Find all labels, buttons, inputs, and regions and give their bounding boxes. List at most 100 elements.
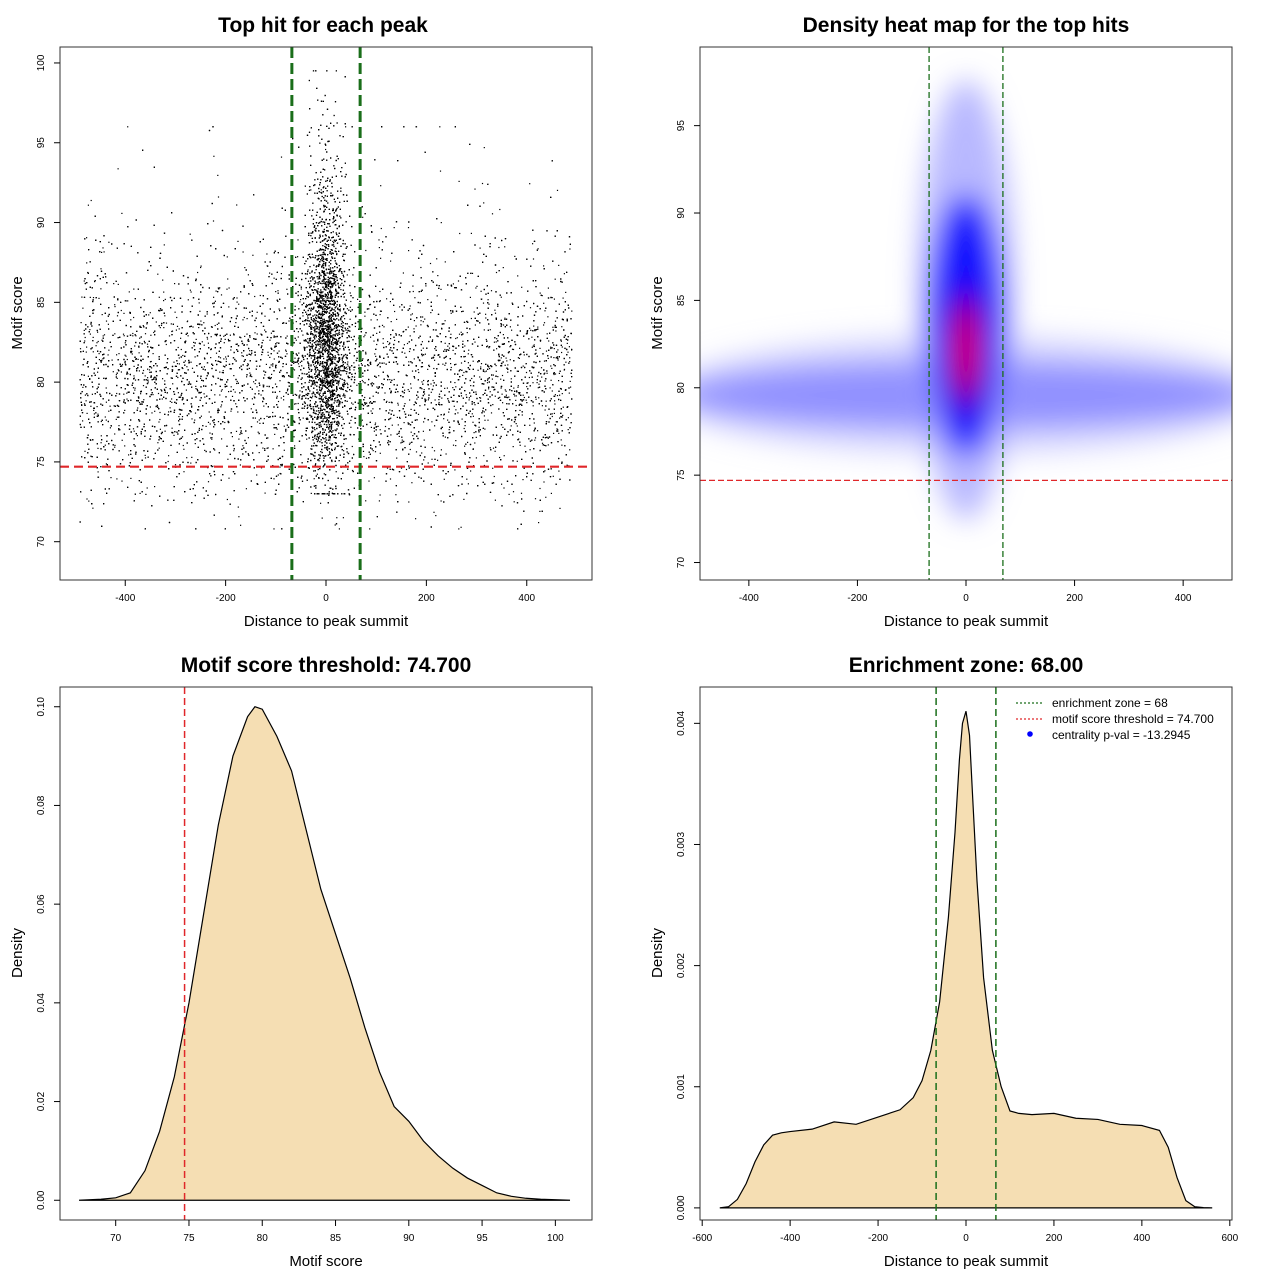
scatter-point bbox=[182, 367, 184, 370]
scatter-point bbox=[285, 349, 287, 351]
scatter-point bbox=[566, 342, 568, 344]
scatter-point bbox=[84, 394, 86, 396]
scatter-point bbox=[115, 418, 117, 420]
scatter-point bbox=[83, 403, 86, 405]
scatter-point bbox=[403, 411, 406, 413]
scatter-point bbox=[452, 444, 455, 446]
scatter-point bbox=[562, 297, 564, 299]
scatter-point bbox=[546, 333, 548, 335]
scatter-point bbox=[363, 456, 365, 458]
scatter-point bbox=[158, 296, 160, 298]
scatter-point bbox=[333, 349, 335, 351]
scatter-point bbox=[172, 383, 174, 385]
scatter-point bbox=[133, 375, 135, 377]
scatter-point bbox=[124, 300, 126, 302]
scatter-point bbox=[276, 395, 278, 397]
scatter-point bbox=[283, 399, 285, 401]
scatter-point bbox=[195, 385, 197, 387]
scatter-point bbox=[482, 302, 485, 304]
scatter-point bbox=[98, 353, 100, 355]
scatter-point bbox=[494, 312, 497, 314]
scatter-point bbox=[201, 341, 203, 343]
scatter-point bbox=[528, 376, 530, 379]
scatter-point bbox=[103, 334, 106, 336]
scatter-point bbox=[338, 528, 340, 530]
scatter-point bbox=[253, 396, 255, 398]
scatter-point bbox=[423, 393, 426, 395]
scatter-point bbox=[173, 361, 175, 363]
scatter-point bbox=[117, 369, 119, 371]
scatter-point bbox=[370, 319, 372, 321]
scatter-point bbox=[228, 287, 230, 289]
scatter-point bbox=[447, 400, 450, 402]
scatter-point bbox=[473, 432, 475, 434]
scatter-point bbox=[102, 335, 104, 337]
scatter-point bbox=[371, 382, 373, 384]
scatter-point bbox=[443, 478, 445, 480]
scatter-point bbox=[530, 329, 532, 331]
scatter-point bbox=[124, 445, 126, 447]
scatter-point bbox=[424, 318, 426, 320]
scatter-point bbox=[83, 329, 85, 331]
scatter-point bbox=[178, 357, 180, 359]
scatter-point bbox=[237, 506, 239, 508]
scatter-point bbox=[545, 496, 547, 498]
scatter-point bbox=[454, 469, 456, 471]
scatter-point bbox=[246, 376, 248, 378]
scatter-point bbox=[162, 279, 164, 281]
scatter-point bbox=[133, 288, 135, 290]
scatter-point bbox=[278, 350, 280, 352]
scatter-point bbox=[401, 439, 403, 441]
scatter-point bbox=[152, 394, 154, 396]
scatter-point bbox=[434, 348, 436, 350]
scatter-point bbox=[283, 449, 285, 451]
scatter-point bbox=[436, 258, 438, 260]
scatter-point bbox=[471, 377, 473, 380]
scatter-point bbox=[444, 348, 446, 351]
scatter-point bbox=[539, 487, 541, 490]
scatter-point bbox=[541, 295, 543, 297]
scatter-point bbox=[480, 397, 482, 399]
scatter-point bbox=[539, 510, 541, 512]
scatter-point bbox=[483, 329, 485, 331]
scatter-point bbox=[434, 425, 436, 427]
scatter-point bbox=[558, 264, 560, 266]
scatter-point bbox=[260, 394, 262, 396]
scatter-point bbox=[422, 430, 424, 432]
scatter-point bbox=[139, 337, 141, 339]
scatter-point bbox=[211, 437, 213, 439]
scatter-point bbox=[273, 330, 275, 332]
scatter-point bbox=[153, 377, 155, 379]
scatter-point bbox=[504, 318, 506, 320]
scatter-point bbox=[441, 397, 443, 399]
scatter-point bbox=[396, 457, 398, 459]
scatter-point bbox=[510, 378, 512, 380]
scatter-point bbox=[203, 344, 205, 346]
scatter-point bbox=[534, 498, 537, 500]
scatter-point bbox=[534, 428, 536, 431]
scatter-point bbox=[110, 477, 112, 479]
scatter-point bbox=[492, 374, 494, 376]
scatter-point bbox=[310, 364, 312, 366]
scatter-point bbox=[386, 467, 389, 469]
scatter-point bbox=[97, 413, 99, 415]
scatter-point bbox=[254, 417, 256, 419]
scatter-point bbox=[194, 419, 196, 421]
scatter-point bbox=[133, 365, 135, 367]
scatter-point bbox=[435, 515, 437, 517]
scatter-point bbox=[89, 329, 91, 331]
scatter-point bbox=[468, 399, 470, 401]
scatter-point bbox=[468, 397, 470, 399]
scatter-point bbox=[356, 384, 358, 386]
scatter-point bbox=[236, 204, 238, 206]
scatter-point bbox=[413, 328, 415, 330]
scatter-point bbox=[216, 323, 218, 325]
scatter-point bbox=[541, 405, 543, 407]
scatter-point bbox=[395, 494, 397, 496]
scatter-point bbox=[180, 337, 182, 339]
scatter-point bbox=[230, 386, 232, 388]
scatter-point bbox=[312, 427, 314, 430]
scatter-point bbox=[220, 404, 223, 406]
scatter-point bbox=[473, 311, 475, 313]
scatter-point bbox=[130, 477, 132, 479]
